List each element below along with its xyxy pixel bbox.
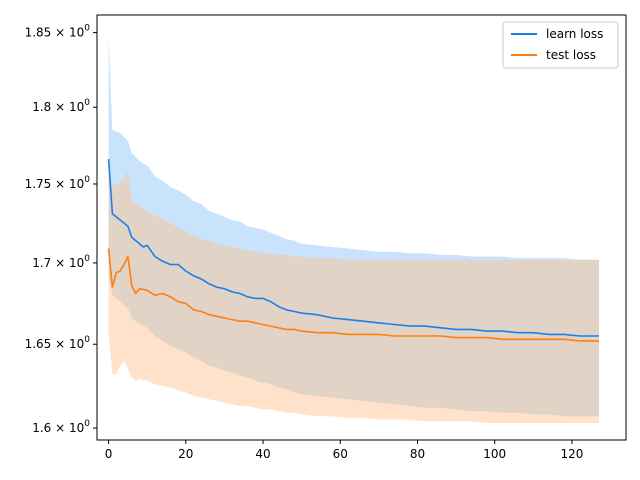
test-loss-band: [108, 165, 599, 423]
y-tick-label: 1.6 × 100: [32, 419, 90, 435]
series-lines: [107, 159, 599, 342]
x-tick-label: 0: [105, 447, 113, 461]
x-tick-label: 40: [255, 447, 270, 461]
learn-loss-line: [107, 159, 599, 337]
x-tick-label: 60: [333, 447, 348, 461]
x-tick-label: 80: [410, 447, 425, 461]
confidence-bands: [108, 37, 599, 423]
x-tick-label: 100: [483, 447, 506, 461]
x-axis: 0 20 40 60 80 100 120: [105, 440, 583, 461]
legend: learn loss test loss: [502, 21, 619, 69]
test-loss-line: [107, 248, 599, 342]
y-tick-label: 1.8 × 100: [32, 98, 90, 114]
learn-loss-legend-label: learn loss: [546, 27, 603, 41]
test-loss-legend-label: test loss: [546, 48, 596, 62]
x-tick-label: 20: [178, 447, 193, 461]
y-axis: 1.6 × 100 1.65 × 100 1.7 × 100 1.75 × 100 1.…: [25, 24, 97, 435]
y-tick-label: 1.7 × 100: [32, 254, 90, 270]
y-tick-label: 1.85 × 100: [25, 24, 91, 40]
x-tick-label: 120: [560, 447, 583, 461]
learn-loss-band: [108, 37, 599, 417]
y-tick-label: 1.75 × 100: [25, 175, 91, 191]
plot-frame: [96, 14, 627, 441]
y-tick-label: 1.65 × 100: [25, 335, 91, 351]
